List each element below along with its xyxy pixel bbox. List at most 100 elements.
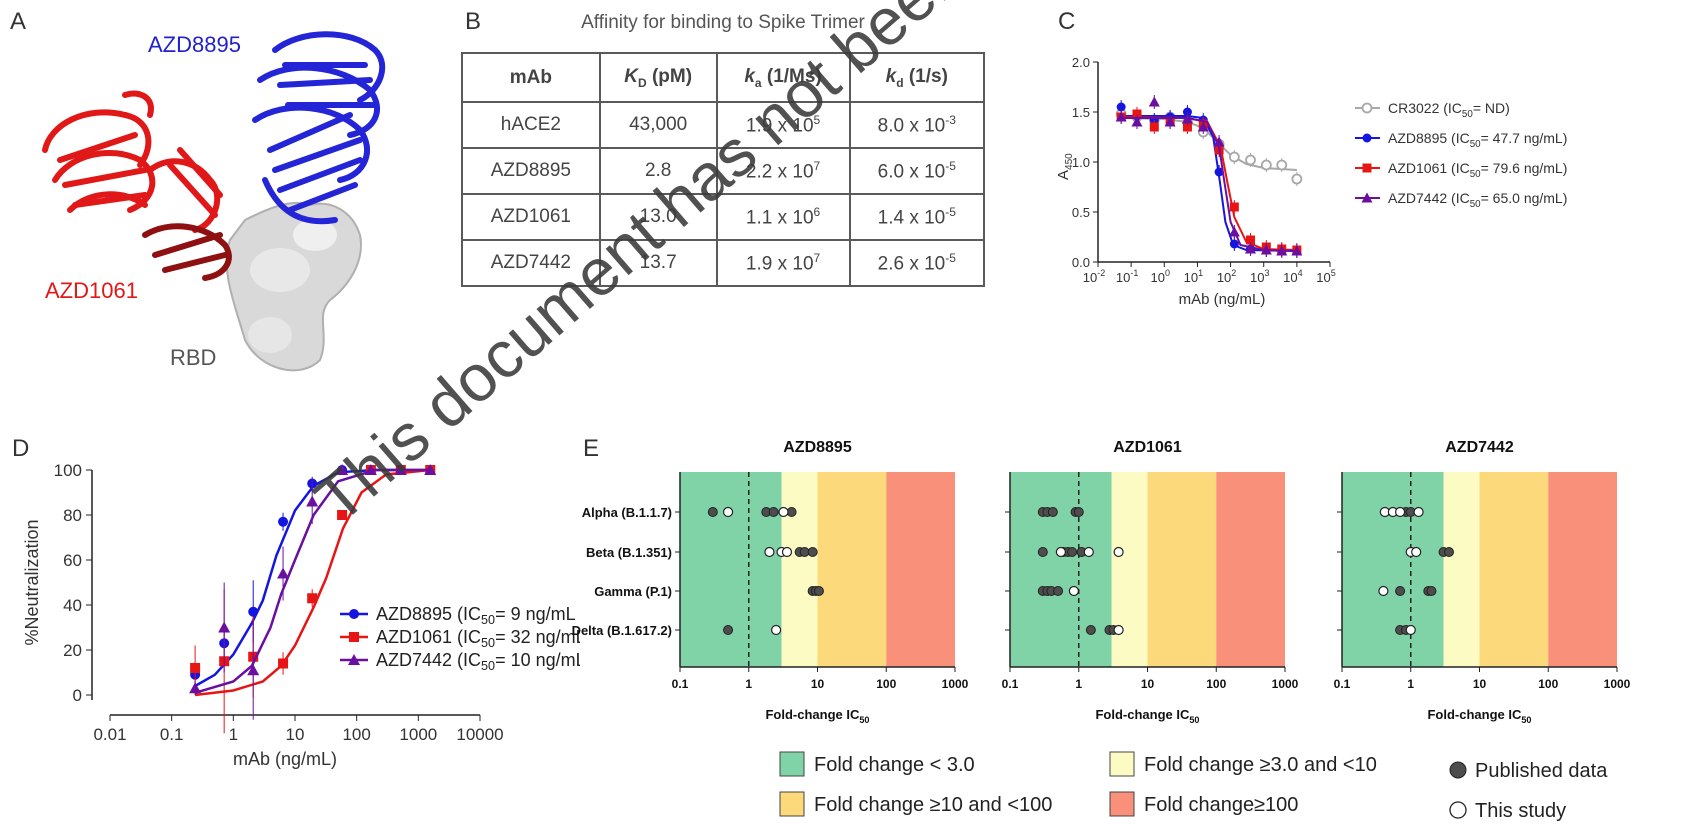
data-point [1213,136,1225,147]
fold-change-panel-0: AZD8895 0.1 1 10 100 1000 Fold-change IC50 [672,439,969,725]
y-tick-label: 2.0 [1072,55,1090,70]
x-tick-label: 100 [1538,677,1558,691]
published-point [1443,547,1454,557]
x-axis-label: Fold-change IC50 [1427,707,1531,725]
data-point [1246,235,1256,245]
published-point [1395,586,1406,596]
y-tick-label: 40 [63,596,82,615]
legend-label: Fold change < 3.0 [814,754,975,776]
legend-label: AZD7442 (IC50= 65.0 ng/mL) [1388,190,1567,210]
published-point [1037,547,1048,557]
azd1061-ribbon [42,90,223,233]
x-tick-label: 1 [229,725,238,744]
data-point [1214,167,1224,177]
x-tick-label: 105 [1316,268,1335,285]
x-tick-label: 0.1 [160,725,184,744]
published-point [1426,586,1437,596]
study-point [1405,624,1416,636]
cell-kdis: 8.0 x 10-3 [848,101,986,149]
fold-band [1479,472,1549,667]
affinity-table: mAb KD (pM) ka (1/Ms) kd (1/s) hACE2 43,… [461,52,986,287]
x-tick-label: 0.1 [672,677,689,691]
legend-label: Fold change ≥3.0 and <10 [1144,754,1377,776]
cell-kd: 13.7 [598,239,718,287]
published-point [707,507,718,517]
published-point [1085,625,1096,635]
data-point [1148,96,1160,107]
y-tick-label: 100 [54,461,82,480]
panel-title: AZD1061 [1113,439,1182,456]
header-mab: mAb [461,52,601,103]
data-point [364,464,377,475]
legend-label: AZD1061 (IC50= 32 ng/mL) [376,627,580,650]
data-point [1228,151,1240,163]
x-tick-label: 1 [745,677,752,691]
study-point [1113,624,1124,636]
data-point [307,593,318,604]
y-axis-label: %Neutralization [22,519,42,645]
cell-ka: 1.9 x 105 [715,101,851,149]
published-point [1053,586,1064,596]
legend-marker [1362,133,1372,143]
data-point [278,516,289,527]
y-tick-label: 0.5 [1072,205,1090,220]
fit-curve [1121,116,1297,251]
x-tick-label: 1 [1407,677,1414,691]
series-2 [189,464,437,720]
fold-band [817,472,887,667]
y-tick-label: 0.0 [1072,255,1090,270]
legend-published-marker [1449,761,1467,779]
variant-label: Gamma (P.1) [594,584,672,599]
published-point [768,507,779,517]
fold-band [1147,472,1217,667]
x-tick-label: 100 [342,725,370,744]
data-point [1291,173,1303,185]
study-point [722,506,734,518]
panel-e-legend: Fold change < 3.0 Fold change ≥3.0 and <1… [779,751,1608,822]
legend-marker [1361,192,1373,203]
x-tick-label: 10000 [456,725,503,744]
x-axis-label: Fold-change IC50 [1095,707,1199,725]
legend-label: This study [1475,800,1566,822]
data-point [1116,102,1126,112]
study-point [1068,585,1079,597]
fold-band [1216,472,1285,667]
legend-marker [348,654,360,665]
panel-title: AZD7442 [1445,439,1514,456]
fit-curve [1121,115,1297,252]
panel-label-d: D [12,435,30,462]
data-point [247,664,260,676]
fold-band [1548,472,1617,667]
table-row: AZD8895 2.8 2.2 x 107 6.0 x 10-5 [461,147,986,195]
label-rbd: RBD [170,345,216,370]
x-tick-label: 10 [286,725,305,744]
y-tick-label: 1.0 [1072,155,1090,170]
variant-label: Alpha (B.1.1.7) [582,505,672,520]
study-point [771,624,782,636]
cell-mab: hACE2 [461,101,601,149]
data-point [1197,121,1209,132]
x-tick-label: 1000 [1272,677,1299,691]
x-tick-label: 1 [1075,677,1082,691]
data-point [1229,202,1239,212]
data-point [1291,245,1303,256]
cell-ka: 1.1 x 106 [715,193,851,241]
fold-band [886,472,955,667]
chart-c: 0.0 0.5 1.0 1.5 2.0 10-2 10-1 100 101 102 103 104 10… [1055,55,1567,308]
fold-band [680,472,782,667]
data-point [1182,122,1192,132]
legend-marker [349,609,359,619]
cell-ka: 2.2 x 107 [715,147,851,195]
legend-label: Published data [1475,760,1608,782]
panel-label-c: C [1058,8,1076,35]
data-point [394,464,407,475]
x-tick-label: 100 [876,677,896,691]
x-tick-label: 10-2 [1083,268,1105,285]
study-point [1378,585,1389,597]
data-point [1228,226,1240,237]
fold-change-panel-2: AZD7442 0.1 1 10 100 1000 Fold-change IC50 [1334,439,1631,725]
cell-mab: AZD7442 [461,239,601,287]
data-point [1181,113,1193,124]
y-tick-label: 20 [63,641,82,660]
